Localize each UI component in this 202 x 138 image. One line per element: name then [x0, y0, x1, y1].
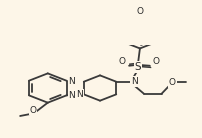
Text: N: N	[68, 91, 75, 100]
Text: S: S	[134, 62, 141, 72]
Text: N: N	[130, 77, 137, 86]
Text: O: O	[168, 78, 175, 87]
Text: O: O	[152, 57, 158, 66]
Text: O: O	[29, 106, 36, 115]
Text: N: N	[76, 90, 82, 99]
Text: N: N	[68, 77, 75, 86]
Text: O: O	[118, 57, 125, 66]
Text: O: O	[136, 7, 143, 16]
